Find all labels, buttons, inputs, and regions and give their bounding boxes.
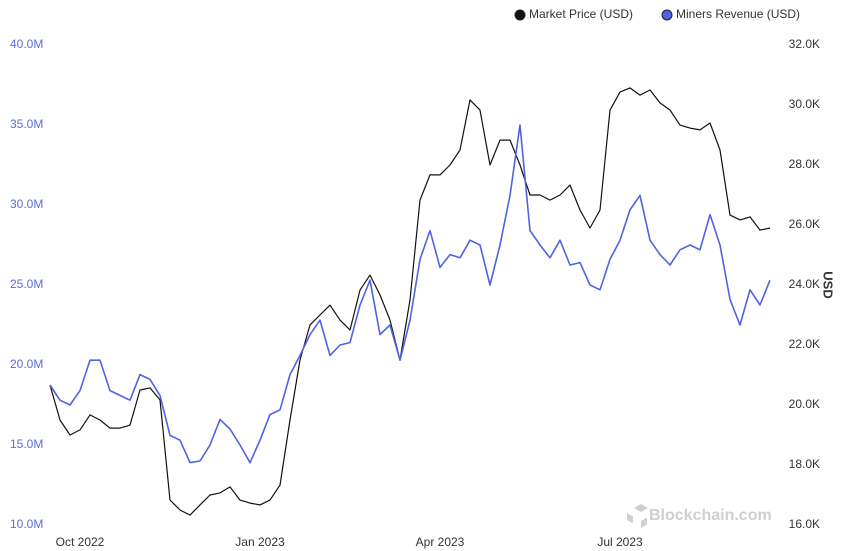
watermark-text: Blockchain.com <box>649 507 772 524</box>
y2-tick-label: 22.0K <box>789 337 820 351</box>
y-tick-label: 10.0M <box>10 517 43 531</box>
legend-marker <box>661 9 673 21</box>
legend-label: Market Price (USD) <box>529 7 633 21</box>
y2-tick-label: 30.0K <box>789 97 820 111</box>
series-line <box>49 124 771 464</box>
y2-tick-label: 28.0K <box>789 157 820 171</box>
legend-label: Miners Revenue (USD) <box>676 7 800 21</box>
y-tick-label: 35.0M <box>10 117 43 131</box>
x-tick-label: Apr 2023 <box>416 535 465 549</box>
y2-tick-label: 32.0K <box>789 37 820 51</box>
y-tick-label: 25.0M <box>10 277 43 291</box>
y-tick-label: 40.0M <box>10 37 43 51</box>
x-tick-label: Oct 2022 <box>56 535 105 549</box>
y2-tick-label: 20.0K <box>789 397 820 411</box>
watermark-icon <box>627 504 648 528</box>
y2-tick-label: 18.0K <box>789 457 820 471</box>
y2-tick-label: 24.0K <box>789 277 820 291</box>
legend-marker <box>514 9 526 21</box>
y-tick-label: 20.0M <box>10 357 43 371</box>
x-tick-label: Jan 2023 <box>235 535 285 549</box>
y2-tick-label: 16.0K <box>789 517 820 531</box>
y2-axis-label: USD <box>821 271 836 298</box>
series-line <box>49 87 771 516</box>
y-tick-label: 15.0M <box>10 437 43 451</box>
x-tick-label: Jul 2023 <box>597 535 643 549</box>
y2-tick-label: 26.0K <box>789 217 820 231</box>
y-tick-label: 30.0M <box>10 197 43 211</box>
watermark: Blockchain.com <box>627 504 772 528</box>
